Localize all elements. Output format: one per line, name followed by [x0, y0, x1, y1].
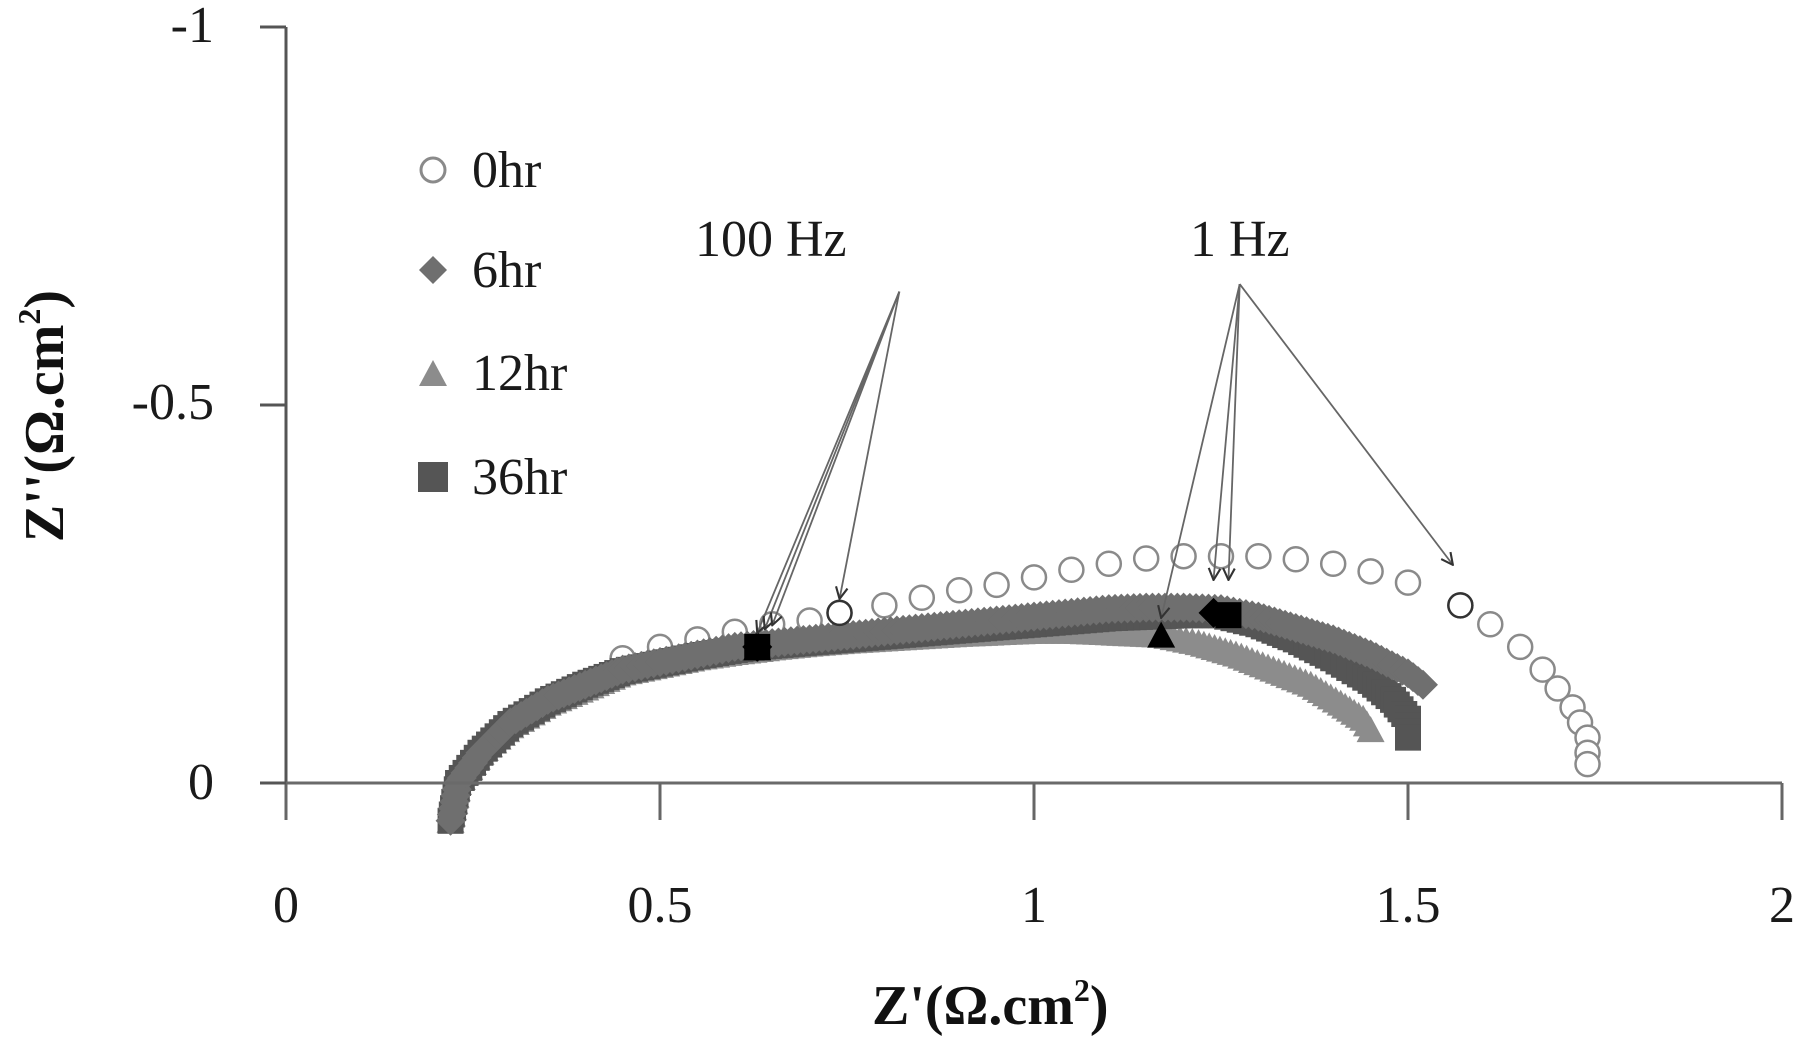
x-tick-label: 1	[1021, 877, 1047, 934]
0hr-data-point	[1544, 675, 1571, 702]
0hr-data-point	[1058, 556, 1085, 584]
data-series	[435, 542, 1601, 836]
legend-label: 0hr	[472, 141, 542, 199]
0hr-data-point	[1245, 542, 1272, 570]
series-12hr	[436, 617, 1385, 833]
highlight-36hr-100hz	[744, 633, 771, 660]
legend-label: 12hr	[472, 344, 568, 402]
x-axis-title-text: Z'(Ω.cm	[872, 975, 1074, 1037]
legend-label: 6hr	[472, 241, 542, 299]
x-axis-title-superscript: 2	[1073, 972, 1090, 1008]
0hr-data-point	[1574, 750, 1601, 778]
highlighted-frequency-points	[742, 592, 1474, 662]
0hr-data-point	[1095, 550, 1123, 578]
legend-label: 36hr	[472, 448, 568, 506]
annotation-arrow-group-0	[757, 291, 901, 633]
annotation-1hz: 1 Hz	[1190, 211, 1290, 268]
0hr-data-point	[1506, 633, 1534, 661]
0hr-data-point	[1357, 558, 1384, 585]
square-icon	[408, 452, 458, 502]
y-axis-title-close: )	[14, 289, 76, 309]
legend-item-0hr: 0hr	[408, 140, 668, 200]
highlight-0hr-1hz	[1447, 592, 1474, 619]
y-axis-title: Z''(Ω.cm2)	[11, 246, 76, 586]
y-axis-title-superscript: 2	[11, 308, 47, 325]
annotation-arrow	[772, 291, 901, 626]
annotation-arrows	[757, 283, 1453, 633]
highlight-0hr-100hz	[826, 599, 853, 627]
annotation-arrow	[765, 291, 901, 630]
highlight-12hr-1hz	[1147, 621, 1176, 648]
x-tick-label: 0.5	[627, 877, 693, 934]
annotation-arrow	[1228, 284, 1241, 580]
legend-item-12hr: 12hr	[408, 343, 668, 403]
annotation-arrow	[840, 291, 901, 599]
annotation-arrow	[1238, 283, 1453, 565]
36hr-data-point	[1395, 724, 1421, 751]
annotation-100hz: 100 Hz	[695, 211, 847, 268]
0hr-data-point	[871, 592, 898, 619]
0hr-data-point	[1477, 610, 1504, 638]
annotation-arrow	[1214, 283, 1241, 580]
x-tick-label: 1.5	[1375, 877, 1441, 934]
x-tick-label: 0	[273, 877, 299, 934]
triangle-icon	[408, 348, 458, 398]
annotation-arrow-group-1	[1161, 283, 1453, 618]
legend-item-36hr: 36hr	[408, 447, 668, 507]
0hr-data-point	[983, 571, 1010, 599]
legend-item-6hr: 6hr	[408, 240, 668, 300]
0hr-data-point	[1319, 550, 1347, 578]
y-tick-label: -0.5	[131, 374, 214, 431]
x-axis-title: Z'(Ω.cm2)	[872, 974, 1109, 1037]
0hr-data-point	[1529, 656, 1556, 683]
0hr-data-point	[945, 576, 973, 604]
y-tick-label: 0	[188, 754, 214, 811]
0hr-data-point	[1132, 545, 1160, 572]
y-tick-label: -1	[170, 0, 214, 54]
annotation-arrow	[757, 291, 901, 633]
axes	[260, 25, 1784, 820]
0hr-data-point	[908, 584, 936, 612]
0hr-data-point	[1020, 564, 1048, 591]
x-tick-label: 2	[1769, 877, 1795, 934]
6hr-data-point	[1407, 669, 1438, 700]
12hr-data-point	[1356, 716, 1385, 743]
highlight-36hr-1hz	[1215, 602, 1242, 629]
open-circle-icon	[408, 145, 458, 195]
diamond-icon	[408, 245, 458, 295]
0hr-data-point	[1282, 545, 1310, 573]
annotation-arrow	[1161, 283, 1241, 618]
y-axis-title-text: Z''(Ω.cm	[14, 324, 76, 543]
0hr-data-point	[1394, 569, 1422, 596]
x-axis-title-close: )	[1089, 975, 1109, 1037]
series-6hr	[435, 592, 1438, 836]
